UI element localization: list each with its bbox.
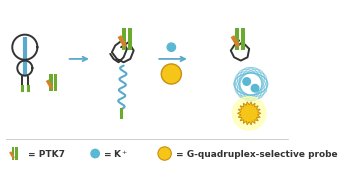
Bar [118, 35, 127, 48]
Bar [12, 147, 15, 160]
Bar [128, 28, 132, 50]
Circle shape [167, 43, 176, 51]
Text: = K$^+$: = K$^+$ [103, 149, 128, 160]
Bar [122, 28, 126, 50]
Bar [49, 74, 53, 91]
Circle shape [232, 97, 266, 130]
Text: = G-quadruplex-selective probe: = G-quadruplex-selective probe [176, 150, 337, 159]
Circle shape [251, 84, 259, 92]
Circle shape [158, 147, 171, 160]
Bar [235, 28, 239, 50]
Bar [231, 35, 240, 48]
Circle shape [91, 149, 99, 158]
Bar [15, 147, 18, 160]
Polygon shape [237, 102, 261, 125]
Bar [9, 151, 15, 159]
Bar [54, 74, 58, 91]
Circle shape [161, 64, 181, 84]
Bar [46, 79, 53, 89]
Circle shape [243, 78, 251, 85]
Text: = PTK7: = PTK7 [28, 150, 65, 159]
Bar [240, 28, 245, 50]
